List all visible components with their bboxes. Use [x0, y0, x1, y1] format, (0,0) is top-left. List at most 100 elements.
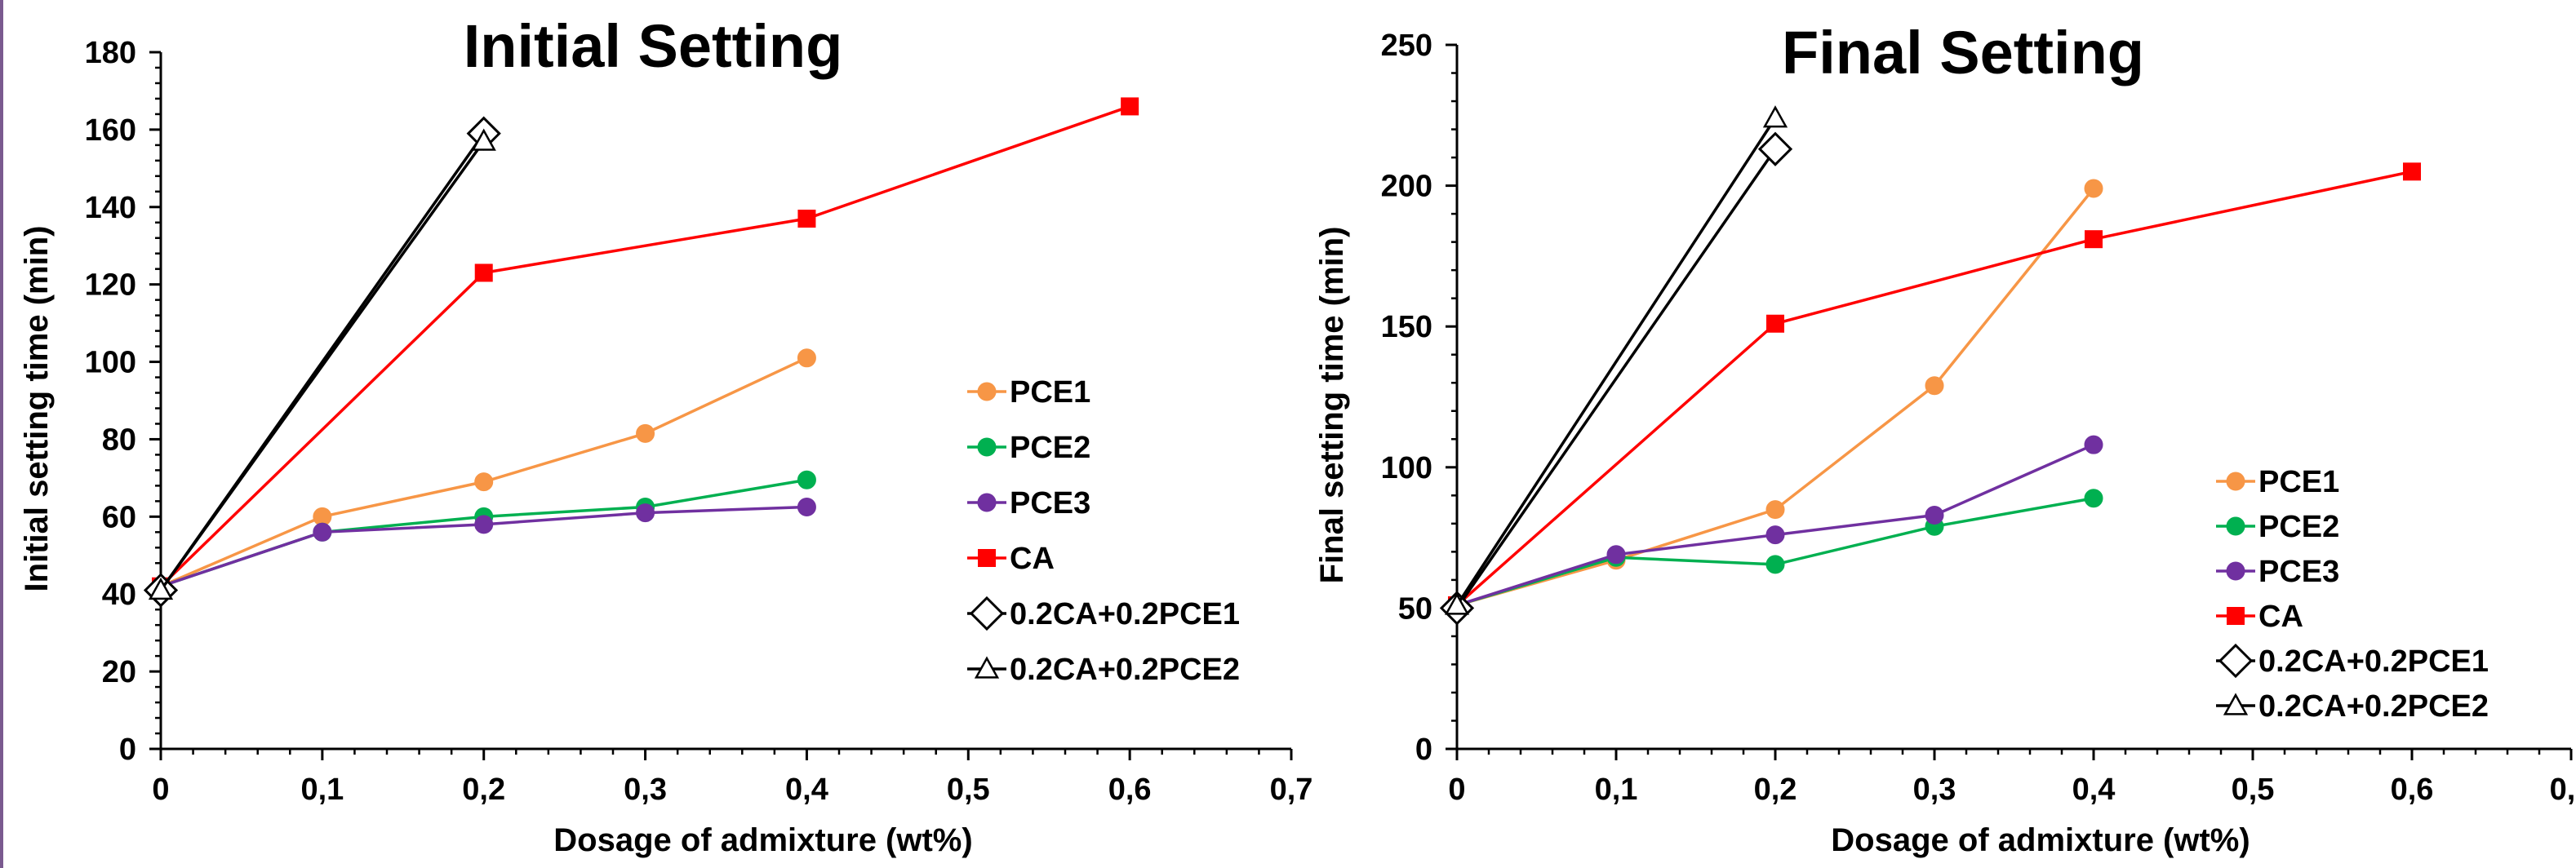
series-line-0-2ca-0-2pce2	[159, 140, 486, 591]
legend-label: 0.2CA+0.2PCE1	[1010, 597, 1240, 631]
data-point-pce3	[313, 522, 332, 542]
data-point-ca	[2085, 230, 2103, 249]
legend-marker-ca	[978, 549, 996, 567]
y-tick-label: 80	[102, 423, 136, 457]
legend-marker-pce1	[2226, 472, 2245, 491]
legend-label: PCE1	[1010, 375, 1090, 410]
legend-item-0-2ca-0-2pce1: 0.2CA+0.2PCE1	[2216, 643, 2489, 679]
data-point-pce1	[797, 348, 816, 368]
legend-label: 0.2CA+0.2PCE2	[1010, 653, 1240, 687]
legend-item-0-2ca-0-2pce1: 0.2CA+0.2PCE1	[967, 596, 1240, 631]
y-tick-label: 250	[1381, 29, 1432, 63]
y-tick-label: 20	[102, 655, 136, 689]
data-point-ca	[474, 264, 493, 282]
series-line-ca	[159, 104, 1130, 587]
y-tick-label: 50	[1398, 591, 1432, 626]
x-tick-label: 0,1	[1595, 773, 1638, 807]
legend-item-ca: CA	[967, 542, 1055, 576]
legend-item-0-2ca-0-2pce2: 0.2CA+0.2PCE2	[967, 653, 1240, 687]
y-tick-label: 60	[102, 500, 136, 534]
chart-initial-setting: Initial Setting 0 20 40 60 80 100 120 140 160 180 0…	[19, 12, 1312, 858]
legend-label: CA	[1010, 542, 1055, 576]
legend-marker-0-2ca-0-2pce1	[969, 596, 1005, 631]
legend-label: 0.2CA+0.2PCE1	[2258, 644, 2489, 679]
data-point-pce3	[1925, 505, 1944, 525]
series-line-ca	[1455, 170, 2413, 607]
y-tick-label: 100	[1381, 451, 1432, 485]
data-point-pce1	[636, 423, 655, 443]
legend-marker-pce3	[2226, 561, 2245, 581]
chart-title: Initial Setting	[464, 12, 843, 80]
y-tick-label: 180	[85, 36, 136, 70]
series-line-0-2ca-0-2pce2	[1455, 117, 1777, 606]
x-tick-label: 0,7	[1270, 773, 1313, 807]
data-point-0-2ca-0-2pce2	[1762, 105, 1788, 128]
y-axis-title: Initial setting time (min)	[19, 226, 55, 592]
series-pce1	[1447, 179, 2103, 615]
y-tick-label: 120	[85, 268, 136, 303]
data-point-pce3	[474, 515, 494, 534]
y-axis-title: Final setting time (min)	[1314, 227, 1350, 584]
x-tick-label: 0,2	[1754, 773, 1797, 807]
data-point-ca	[1121, 97, 1139, 116]
x-tick-label: 0,3	[1913, 773, 1956, 807]
data-point-pce2	[2084, 489, 2103, 508]
data-point-pce3	[636, 503, 655, 523]
data-point-pce1	[2084, 179, 2103, 198]
legend-label: PCE2	[1010, 431, 1090, 465]
chart-title: Final Setting	[1782, 19, 2144, 86]
data-point-0-2ca-0-2pce2	[1444, 592, 1470, 615]
x-axis-title: Dosage of admixture (wt%)	[553, 822, 972, 858]
x-tick-label: 0,1	[300, 773, 344, 807]
data-point-pce3	[2084, 435, 2103, 454]
legend-marker-pce2	[2226, 516, 2245, 536]
data-point-pce3	[1606, 545, 1626, 565]
y-tick-label: 150	[1381, 310, 1432, 344]
x-tick-label: 0	[1448, 773, 1465, 807]
data-point-0-2ca-0-2pce1	[1757, 131, 1793, 166]
data-point-pce3	[797, 497, 816, 516]
legend-marker-pce3	[977, 493, 997, 512]
x-tick-label: 0,6	[2391, 773, 2434, 807]
legend-item-ca: CA	[2216, 600, 2303, 634]
y-tick-label: 140	[85, 191, 136, 225]
data-point-pce1	[1925, 376, 1944, 396]
chart-final-setting: Final Setting 0 50 100 150 200 250 0 0,1 0,2 0,3 0,…	[1314, 19, 2576, 858]
data-point-ca	[797, 210, 816, 228]
legend: PCE1 PCE2 PCE3 CA 0.2CA+0.2PCE1 0.2CA+0.2PCE2	[967, 375, 1240, 687]
x-axis-title: Dosage of admixture (wt%)	[1831, 822, 2250, 858]
data-point-pce1	[1765, 500, 1785, 520]
y-tick-label: 40	[102, 578, 136, 612]
data-point-0-2ca-0-2pce2	[148, 577, 174, 600]
legend-item-pce3: PCE3	[967, 486, 1090, 520]
legend-item-0-2ca-0-2pce2: 0.2CA+0.2PCE2	[2216, 689, 2489, 724]
x-tick-label: 0,2	[462, 773, 505, 807]
data-point-pce1	[474, 472, 494, 492]
x-tick-label: 0,3	[624, 773, 667, 807]
data-point-pce2	[1765, 555, 1785, 574]
legend-marker-pce1	[977, 382, 997, 401]
data-point-pce2	[797, 470, 816, 489]
y-tick-label: 0	[119, 733, 136, 767]
legend-marker-0-2ca-0-2pce2	[974, 656, 1000, 679]
legend-label: 0.2CA+0.2PCE2	[2258, 689, 2489, 724]
legend-item-pce2: PCE2	[2216, 510, 2339, 544]
series-line-0-2ca-0-2pce1	[1455, 148, 1777, 609]
series-0-2ca-0-2pce2	[148, 128, 496, 600]
y-tick-label: 200	[1381, 170, 1432, 204]
legend-marker-ca	[2227, 607, 2245, 625]
y-tick-label: 0	[1415, 733, 1432, 767]
series-pce1	[151, 348, 816, 596]
series-line-pce1	[160, 356, 808, 588]
y-tick-label: 160	[85, 113, 136, 148]
legend-label: PCE2	[2258, 510, 2339, 544]
data-point-ca	[1766, 314, 1784, 333]
legend-label: PCE1	[2258, 465, 2339, 499]
legend-item-pce3: PCE3	[2216, 555, 2339, 589]
data-point-pce3	[1765, 525, 1785, 545]
legend-marker-0-2ca-0-2pce2	[2223, 693, 2249, 715]
x-tick-label: 0,7	[2550, 773, 2576, 807]
legend-label: PCE3	[1010, 486, 1090, 520]
x-tick-label: 0	[152, 773, 169, 807]
